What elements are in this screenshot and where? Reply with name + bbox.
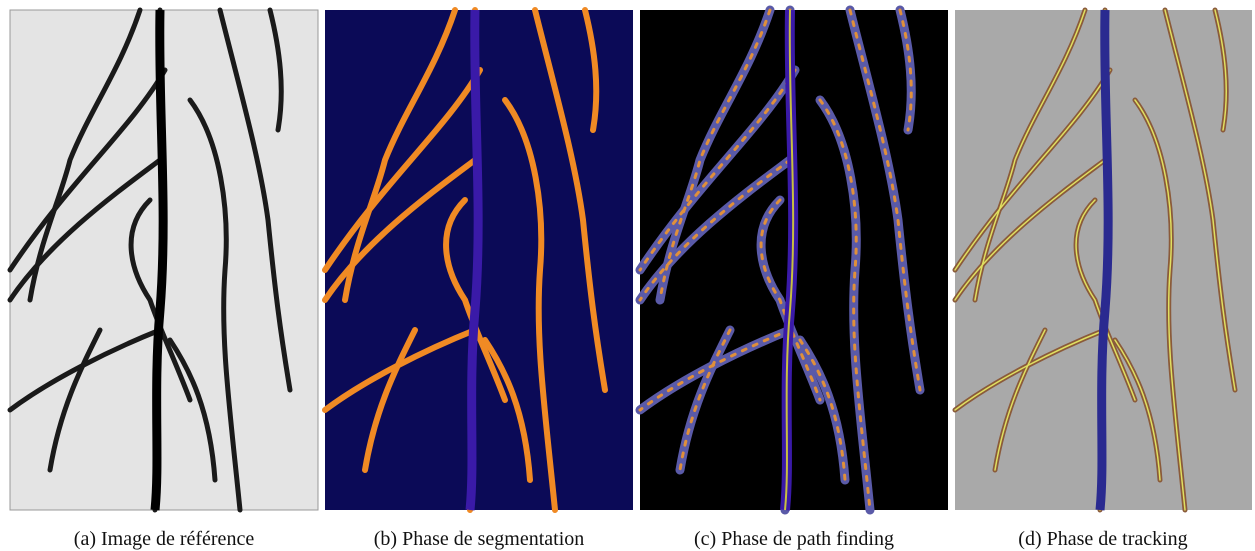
panel-segmentation	[325, 10, 633, 510]
page: (a) Image de référence (b) Phase de segm…	[0, 0, 1255, 551]
panel-path-finding	[640, 10, 948, 510]
panel-reference	[10, 10, 318, 510]
panel-tracking	[955, 10, 1252, 510]
caption: (c) Phase de path finding	[694, 528, 894, 550]
caption: (a) Image de référence	[74, 528, 255, 550]
figure: (a) Image de référence (b) Phase de segm…	[0, 0, 1255, 551]
caption: (d) Phase de tracking	[1018, 528, 1187, 550]
caption: (b) Phase de segmentation	[374, 528, 585, 550]
